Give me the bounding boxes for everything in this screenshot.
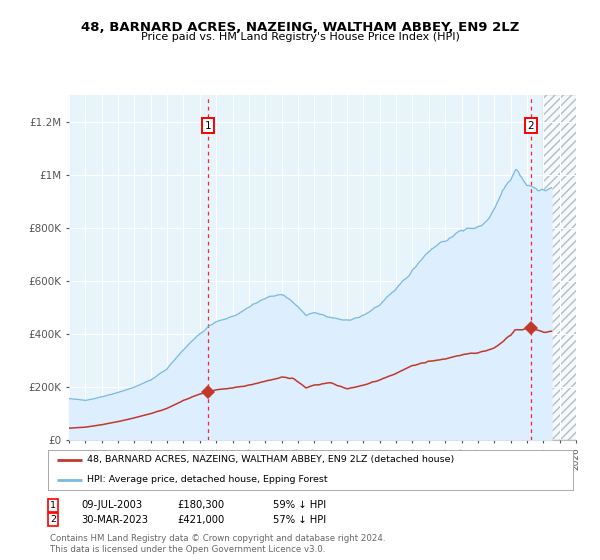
Text: 48, BARNARD ACRES, NAZEING, WALTHAM ABBEY, EN9 2LZ: 48, BARNARD ACRES, NAZEING, WALTHAM ABBE… — [81, 21, 519, 34]
Text: 1: 1 — [205, 120, 212, 130]
Text: 30-MAR-2023: 30-MAR-2023 — [81, 515, 148, 525]
Text: £421,000: £421,000 — [177, 515, 224, 525]
Bar — [543, 95, 584, 440]
Text: 2: 2 — [528, 120, 535, 130]
Text: Price paid vs. HM Land Registry's House Price Index (HPI): Price paid vs. HM Land Registry's House … — [140, 32, 460, 43]
Bar — [543, 95, 584, 440]
Text: 1: 1 — [50, 501, 56, 510]
Text: 48, BARNARD ACRES, NAZEING, WALTHAM ABBEY, EN9 2LZ (detached house): 48, BARNARD ACRES, NAZEING, WALTHAM ABBE… — [88, 455, 455, 464]
Text: Contains HM Land Registry data © Crown copyright and database right 2024.
This d: Contains HM Land Registry data © Crown c… — [50, 534, 385, 554]
Text: HPI: Average price, detached house, Epping Forest: HPI: Average price, detached house, Eppi… — [88, 475, 328, 484]
Text: 2: 2 — [50, 515, 56, 524]
Text: £180,300: £180,300 — [177, 500, 224, 510]
Text: 57% ↓ HPI: 57% ↓ HPI — [273, 515, 326, 525]
Text: 09-JUL-2003: 09-JUL-2003 — [81, 500, 142, 510]
Text: 59% ↓ HPI: 59% ↓ HPI — [273, 500, 326, 510]
